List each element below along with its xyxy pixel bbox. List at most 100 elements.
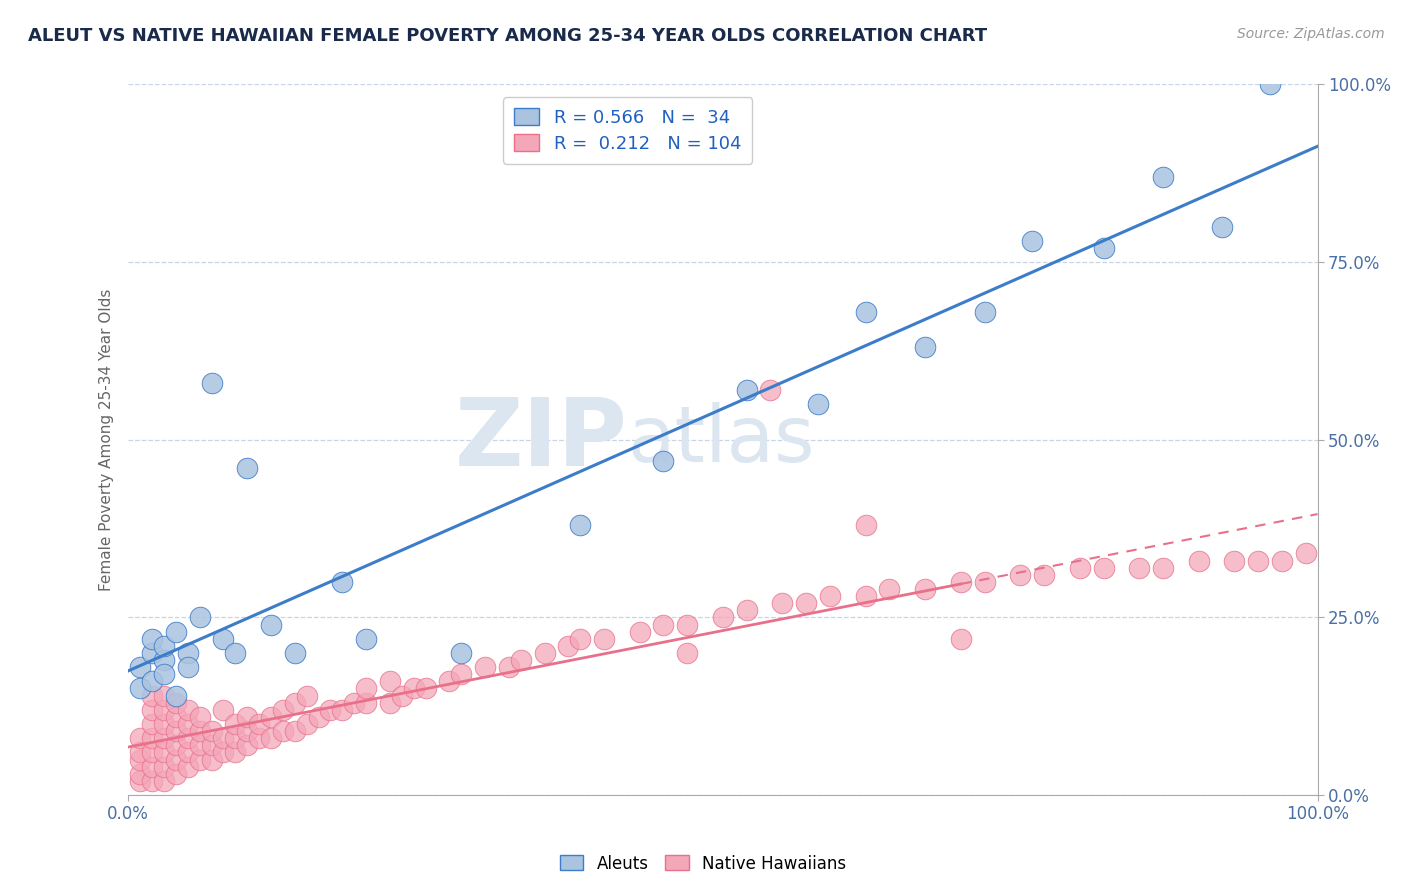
Point <box>153 717 176 731</box>
Point <box>308 710 330 724</box>
Point <box>330 574 353 589</box>
Point <box>141 717 163 731</box>
Y-axis label: Female Poverty Among 25-34 Year Olds: Female Poverty Among 25-34 Year Olds <box>100 289 114 591</box>
Point <box>676 617 699 632</box>
Point <box>569 632 592 646</box>
Point <box>1247 553 1270 567</box>
Legend: R = 0.566   N =  34, R =  0.212   N = 104: R = 0.566 N = 34, R = 0.212 N = 104 <box>503 97 752 163</box>
Point <box>212 731 235 746</box>
Point <box>260 710 283 724</box>
Point <box>879 582 901 596</box>
Point <box>200 724 222 739</box>
Point <box>200 752 222 766</box>
Point <box>652 617 675 632</box>
Point <box>378 674 401 689</box>
Point <box>165 710 187 724</box>
Point <box>177 660 200 674</box>
Point <box>236 710 259 724</box>
Point <box>557 639 579 653</box>
Point <box>949 574 972 589</box>
Point <box>165 739 187 753</box>
Point <box>141 689 163 703</box>
Point <box>141 759 163 773</box>
Point <box>200 739 222 753</box>
Point <box>759 383 782 397</box>
Point <box>153 759 176 773</box>
Point <box>735 383 758 397</box>
Point <box>593 632 616 646</box>
Point <box>378 696 401 710</box>
Point <box>914 582 936 596</box>
Point <box>129 681 152 696</box>
Point <box>1211 219 1233 234</box>
Point <box>141 703 163 717</box>
Point <box>855 305 877 319</box>
Point <box>177 717 200 731</box>
Point <box>260 731 283 746</box>
Point <box>188 739 211 753</box>
Text: Source: ZipAtlas.com: Source: ZipAtlas.com <box>1237 27 1385 41</box>
Point <box>129 660 152 674</box>
Text: atlas: atlas <box>627 401 815 478</box>
Point <box>1128 560 1150 574</box>
Point <box>271 703 294 717</box>
Point <box>1069 560 1091 574</box>
Point <box>1021 234 1043 248</box>
Point <box>247 717 270 731</box>
Point <box>343 696 366 710</box>
Point <box>129 766 152 780</box>
Point <box>153 689 176 703</box>
Point <box>224 731 246 746</box>
Point <box>141 646 163 660</box>
Point <box>855 589 877 603</box>
Point <box>224 746 246 760</box>
Point <box>141 674 163 689</box>
Point <box>1092 241 1115 255</box>
Point <box>1223 553 1246 567</box>
Text: ALEUT VS NATIVE HAWAIIAN FEMALE POVERTY AMONG 25-34 YEAR OLDS CORRELATION CHART: ALEUT VS NATIVE HAWAIIAN FEMALE POVERTY … <box>28 27 987 45</box>
Point <box>153 653 176 667</box>
Point <box>855 518 877 533</box>
Point <box>153 746 176 760</box>
Point <box>165 766 187 780</box>
Point <box>1295 546 1317 560</box>
Point <box>1152 560 1174 574</box>
Point <box>177 759 200 773</box>
Point <box>402 681 425 696</box>
Point <box>260 617 283 632</box>
Point <box>474 660 496 674</box>
Point <box>652 454 675 468</box>
Point <box>200 376 222 390</box>
Point <box>770 596 793 610</box>
Point <box>295 689 318 703</box>
Point <box>1033 567 1056 582</box>
Point <box>177 731 200 746</box>
Point <box>1092 560 1115 574</box>
Point <box>188 752 211 766</box>
Point <box>295 717 318 731</box>
Point <box>165 689 187 703</box>
Point <box>188 724 211 739</box>
Text: ZIP: ZIP <box>456 393 627 486</box>
Point <box>949 632 972 646</box>
Point <box>165 624 187 639</box>
Point <box>818 589 841 603</box>
Point <box>236 461 259 475</box>
Point <box>153 731 176 746</box>
Point <box>236 739 259 753</box>
Point <box>212 632 235 646</box>
Point <box>153 639 176 653</box>
Point <box>676 646 699 660</box>
Point <box>153 703 176 717</box>
Point <box>129 746 152 760</box>
Point <box>569 518 592 533</box>
Point <box>224 646 246 660</box>
Point <box>129 773 152 788</box>
Point <box>188 710 211 724</box>
Point <box>212 703 235 717</box>
Point <box>628 624 651 639</box>
Point <box>236 724 259 739</box>
Point <box>141 731 163 746</box>
Point <box>129 752 152 766</box>
Point <box>177 646 200 660</box>
